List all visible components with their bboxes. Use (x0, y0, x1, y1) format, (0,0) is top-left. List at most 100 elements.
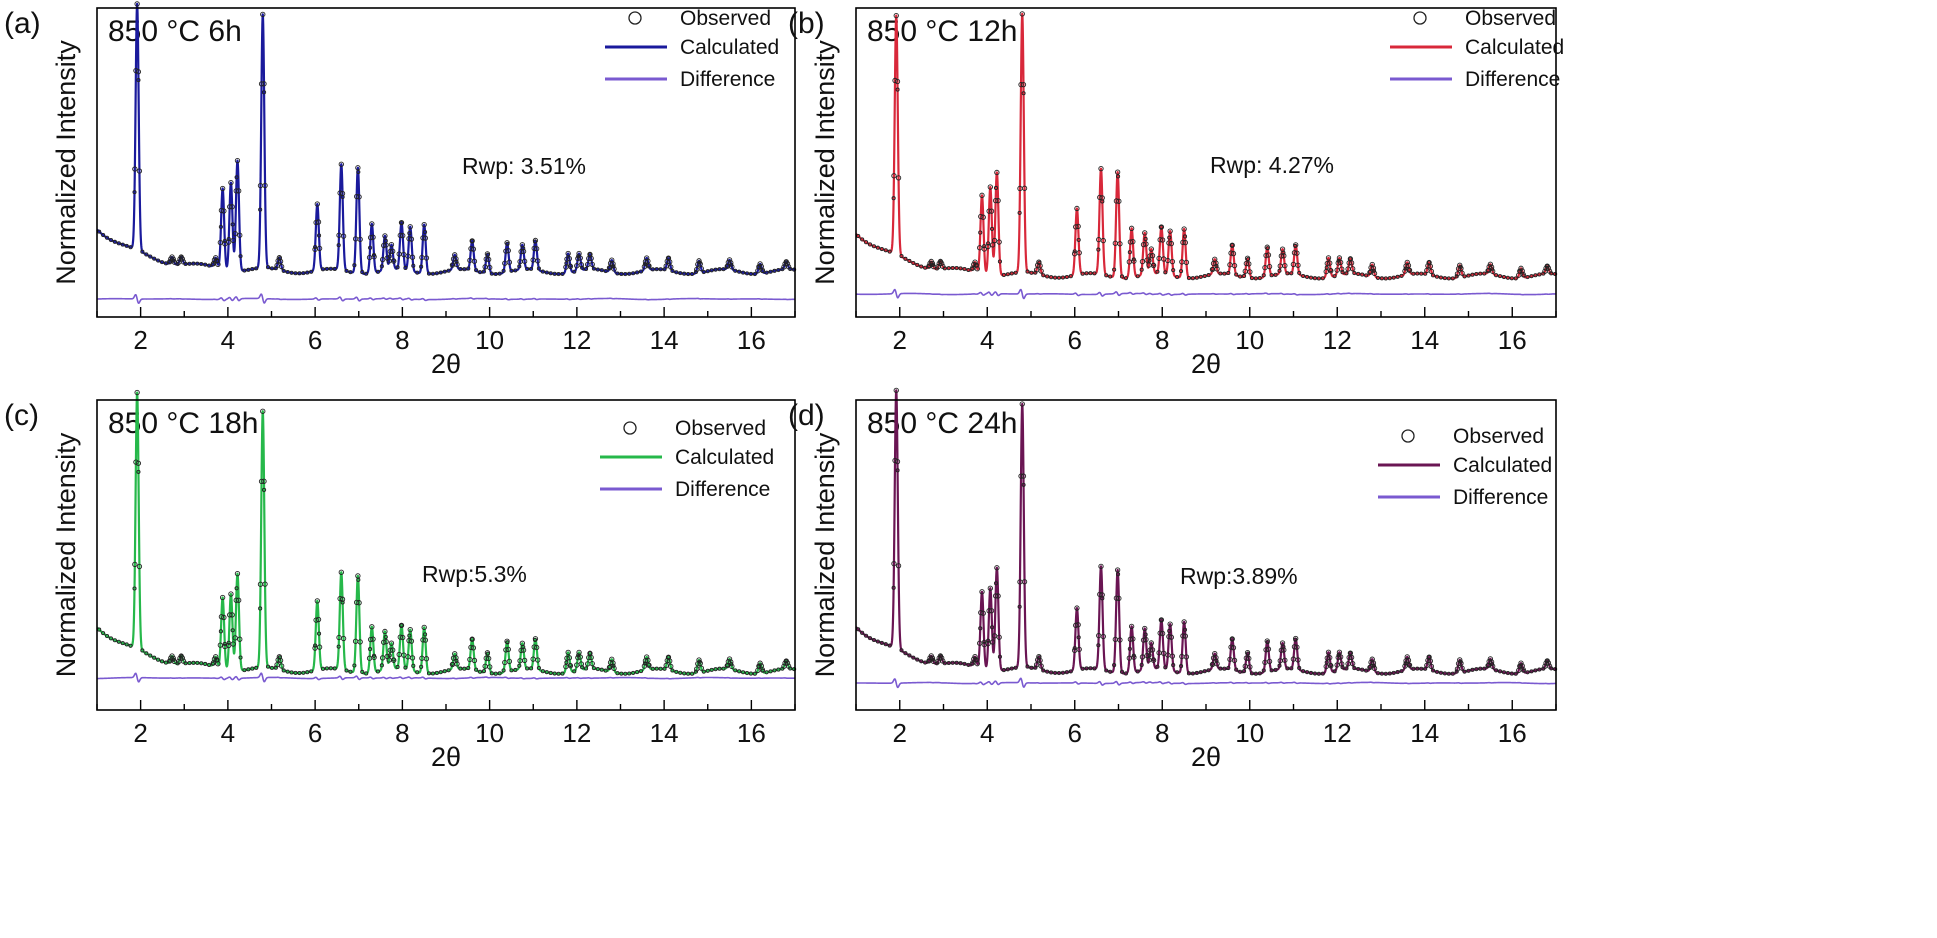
observed-point (744, 671, 750, 676)
observed-point (1116, 174, 1121, 179)
rwp-annotation: Rwp:3.89% (1180, 563, 1298, 589)
observed-point (741, 670, 746, 675)
observed-point (1246, 655, 1252, 662)
observed-point (607, 664, 612, 670)
observed-point (219, 185, 226, 192)
observed-point (375, 269, 380, 274)
observed-point (627, 671, 632, 676)
x-tick-label: 14 (650, 718, 679, 748)
observed-point (408, 236, 415, 242)
observed-point (1273, 272, 1278, 277)
observed-point (1325, 649, 1332, 655)
observed-point (591, 266, 596, 271)
observed-point (1368, 264, 1374, 271)
observed-point (1328, 268, 1333, 273)
observed-point (1459, 270, 1465, 276)
observed-point (462, 267, 467, 272)
observed-point (1490, 267, 1495, 272)
observed-point (309, 669, 314, 674)
observed-point (642, 661, 647, 666)
observed-point (525, 266, 530, 272)
observed-point (1198, 274, 1203, 279)
observed-point (1316, 276, 1321, 281)
observed-point (140, 249, 145, 254)
observed-point (689, 671, 695, 676)
observed-point (1080, 666, 1085, 671)
observed-point (1151, 657, 1156, 662)
observed-point (120, 641, 125, 646)
observed-point (387, 248, 393, 255)
observed-point (780, 267, 785, 272)
observed-point (309, 269, 314, 274)
observed-point (1545, 264, 1550, 269)
observed-point (1529, 669, 1534, 674)
observed-point (638, 669, 644, 674)
observed-point (610, 261, 616, 267)
observed-point (316, 245, 323, 252)
observed-point (576, 649, 582, 656)
observed-point (199, 661, 204, 666)
observed-point (391, 258, 396, 263)
observed-point (1490, 268, 1496, 274)
observed-point (1427, 260, 1432, 265)
observed-point (1033, 270, 1038, 275)
observed-point (1020, 81, 1027, 88)
observed-point (262, 182, 268, 189)
observed-point (934, 661, 939, 666)
observed-point (1277, 663, 1282, 668)
observed-point (1037, 260, 1042, 265)
observed-point (179, 256, 186, 262)
observed-point (978, 213, 984, 220)
observed-point (517, 264, 522, 269)
observed-point (395, 265, 400, 270)
observed-point (991, 633, 998, 639)
observed-point (1462, 669, 1467, 674)
observed-point (1320, 276, 1325, 281)
observed-point (1350, 266, 1356, 272)
observed-point (420, 637, 426, 643)
observed-point (1088, 271, 1093, 276)
calculated-line (855, 12, 1557, 280)
observed-point (187, 661, 192, 666)
x-tick-label: 4 (980, 325, 994, 355)
observed-point (1021, 482, 1026, 487)
observed-point (701, 669, 706, 674)
observed-point (1486, 663, 1491, 668)
observed-point (1025, 269, 1030, 274)
observed-point (450, 661, 455, 666)
observed-point (564, 261, 569, 266)
observed-point (1261, 668, 1266, 673)
legend: Observed Calculated Difference (605, 7, 779, 91)
observed-point (1253, 671, 1258, 676)
observed-point (954, 660, 959, 665)
observed-point (367, 636, 374, 643)
observed-point (381, 639, 387, 645)
observed-point (1486, 268, 1491, 273)
observed-point (1356, 271, 1361, 276)
observed-point (246, 667, 251, 672)
observed-point (481, 269, 487, 274)
observed-point (289, 270, 294, 275)
observed-point (136, 168, 143, 174)
observed-point (1245, 651, 1251, 656)
observed-points (856, 387, 1558, 676)
observed-point (230, 628, 235, 633)
observed-point (996, 634, 1002, 640)
observed-point (942, 661, 947, 666)
observed-point (1092, 271, 1097, 276)
observed-point (729, 264, 735, 270)
observed-point (891, 560, 897, 567)
observed-point (1415, 271, 1420, 276)
observed-point (911, 655, 916, 660)
observed-point (1158, 224, 1165, 230)
observed-point (1169, 258, 1176, 265)
observed-point (589, 661, 595, 667)
observed-point (273, 266, 278, 271)
observed-point (485, 651, 490, 656)
observed-point (887, 643, 892, 648)
observed-point (531, 644, 537, 650)
observed-point (281, 668, 286, 673)
observed-point (1266, 263, 1273, 270)
observed-point (297, 670, 302, 676)
